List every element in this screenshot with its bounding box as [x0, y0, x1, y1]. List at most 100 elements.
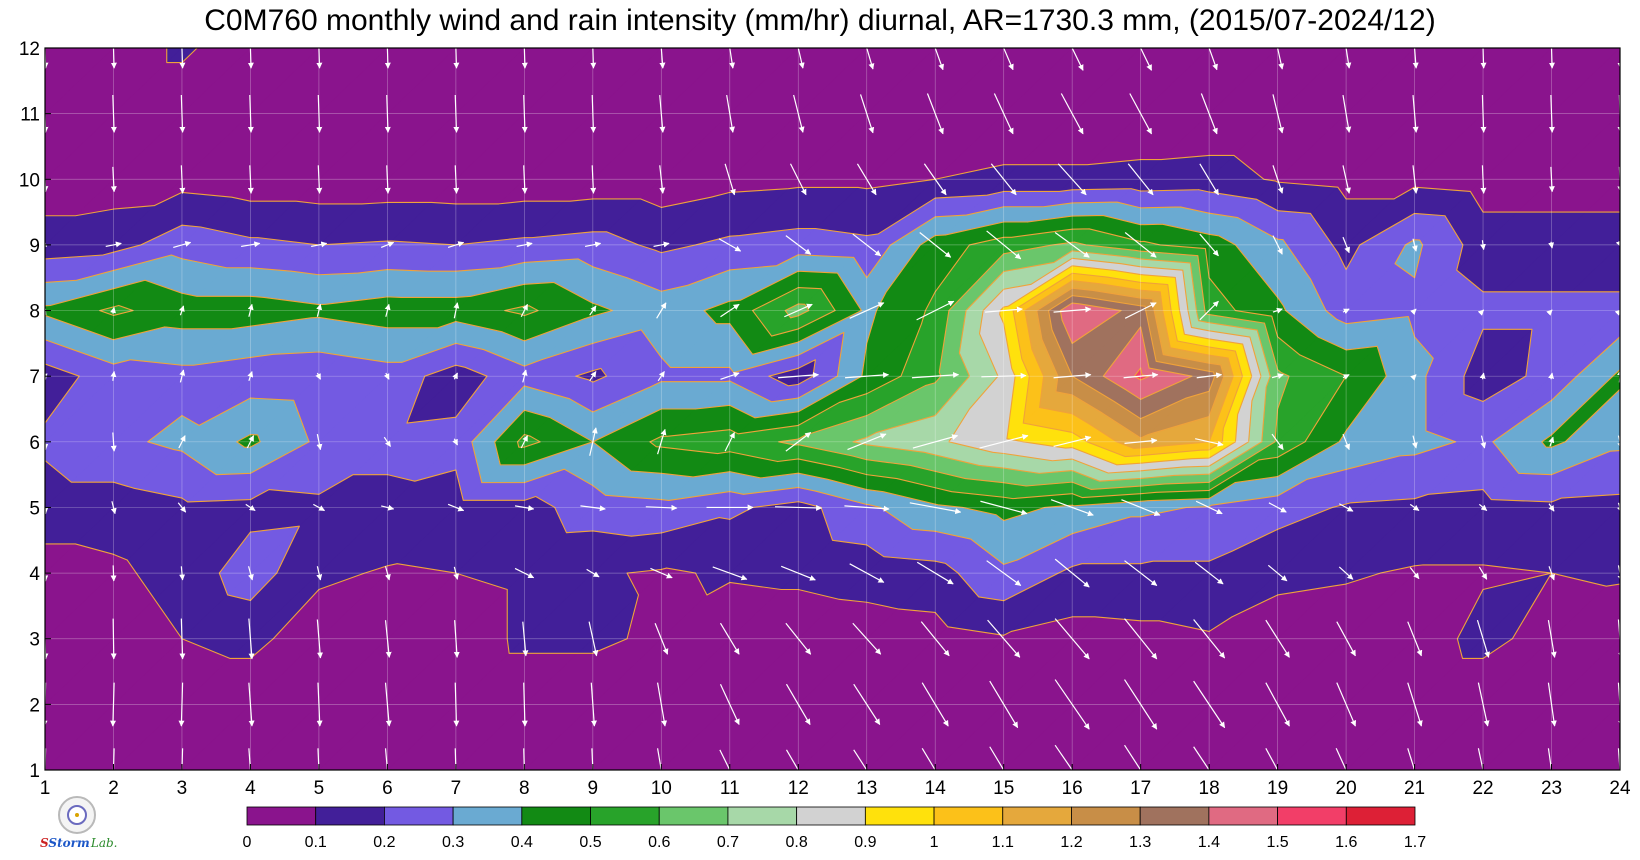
- wind-vector: [986, 560, 1022, 586]
- y-tick-label: 4: [29, 564, 40, 585]
- wind-vector: [981, 372, 1027, 379]
- wind-vector: [719, 622, 740, 655]
- wind-vector: [447, 241, 465, 248]
- wind-vector: [1409, 503, 1420, 512]
- x-tick-label: 17: [1130, 778, 1151, 799]
- wind-vector: [1271, 433, 1284, 451]
- wind-vector: [718, 238, 742, 252]
- wind-vector: [589, 427, 598, 456]
- x-tick-label: 20: [1336, 778, 1357, 799]
- wind-vector: [1054, 618, 1090, 660]
- wind-vector: [1071, 48, 1084, 71]
- wind-vector: [1195, 438, 1224, 447]
- wind-vector: [45, 240, 47, 247]
- wind-vector: [1409, 567, 1420, 580]
- wind-vector: [247, 370, 254, 382]
- x-tick-label: 6: [382, 778, 393, 799]
- wind-vector: [452, 372, 458, 380]
- wind-vector: [1200, 93, 1218, 135]
- contour-line-0.8: [948, 257, 1262, 474]
- storm-lab-logo: SStorm Lab.: [40, 796, 118, 858]
- wind-vector: [179, 618, 186, 660]
- wind-vector: [1272, 165, 1284, 194]
- wind-vector: [1617, 619, 1620, 659]
- wind-vector: [784, 303, 813, 318]
- wind-vector: [591, 748, 594, 770]
- wind-vector: [657, 428, 667, 455]
- wind-vector: [112, 748, 115, 770]
- wind-vector: [453, 620, 460, 658]
- wind-vector: [719, 683, 740, 726]
- wind-vectors: [45, 48, 1620, 770]
- wind-vector: [1617, 565, 1620, 582]
- wind-vector: [1480, 95, 1487, 133]
- wind-vector: [110, 306, 116, 314]
- wind-vector: [1268, 502, 1287, 513]
- colorbar-tick-label: 1.6: [1335, 834, 1357, 851]
- wind-vector: [316, 566, 323, 581]
- colorbar-swatch: [590, 806, 660, 826]
- wind-vector: [1272, 307, 1283, 314]
- colorbar-swatch: [1002, 806, 1072, 826]
- wind-vector: [454, 748, 457, 770]
- wind-vector: [248, 618, 255, 660]
- x-tick-label: 1: [40, 778, 51, 799]
- wind-vector: [179, 566, 186, 581]
- wind-vector: [979, 434, 1029, 449]
- colorbar-swatch: [864, 806, 935, 826]
- wind-vector: [1124, 560, 1158, 586]
- y-tick-label: 3: [29, 630, 40, 651]
- wind-vector: [315, 372, 321, 380]
- wind-vector: [726, 94, 735, 133]
- wind-vector: [1478, 566, 1488, 580]
- wind-vector: [580, 505, 606, 512]
- wind-vector: [657, 371, 665, 382]
- wind-vector: [1548, 503, 1555, 512]
- wind-vector: [1053, 372, 1092, 379]
- colorbar-tick-label: 0.7: [717, 834, 739, 851]
- wind-vector: [110, 682, 117, 727]
- wind-vector: [1548, 566, 1555, 581]
- x-tick-label: 14: [925, 778, 947, 799]
- colorbar-tick-label: 0.9: [854, 834, 876, 851]
- wind-vector: [110, 432, 117, 452]
- wind-vector: [1265, 748, 1279, 770]
- wind-vector: [1124, 744, 1142, 770]
- wind-vector: [844, 372, 890, 379]
- wind-vector: [1127, 163, 1154, 196]
- wind-vector: [1342, 236, 1350, 254]
- wind-vector: [654, 623, 669, 655]
- wind-vector: [659, 94, 666, 133]
- x-tick-label: 4: [245, 778, 256, 799]
- wind-vector: [780, 565, 816, 581]
- wind-vector: [856, 163, 877, 196]
- wind-vector: [1410, 374, 1417, 381]
- wind-vector: [1342, 374, 1350, 380]
- wind-vector: [720, 303, 740, 318]
- wind-vector: [911, 371, 960, 379]
- wind-vector: [1196, 372, 1223, 379]
- wind-vector: [521, 165, 528, 194]
- wind-vector: [1124, 437, 1158, 444]
- x-tick-label: 9: [588, 778, 599, 799]
- wind-vector: [521, 682, 528, 727]
- y-tick-label: 5: [29, 498, 40, 519]
- wind-vector: [1267, 564, 1288, 582]
- colorbar-swatch: [521, 806, 591, 826]
- wind-vector: [785, 235, 812, 255]
- wind-vector: [520, 303, 528, 318]
- wind-vector: [316, 95, 323, 133]
- wind-vector: [1272, 94, 1284, 134]
- wind-vector: [1054, 744, 1073, 770]
- wind-vector: [1208, 48, 1218, 71]
- wind-vector: [173, 241, 192, 248]
- wind-vector: [520, 435, 528, 449]
- wind-vector: [720, 371, 740, 380]
- wind-vector: [384, 748, 388, 770]
- wind-vector: [1407, 682, 1423, 727]
- wind-vector: [179, 369, 186, 383]
- wind-vector: [181, 748, 184, 770]
- wind-vector: [774, 504, 823, 511]
- wind-vector: [313, 503, 326, 512]
